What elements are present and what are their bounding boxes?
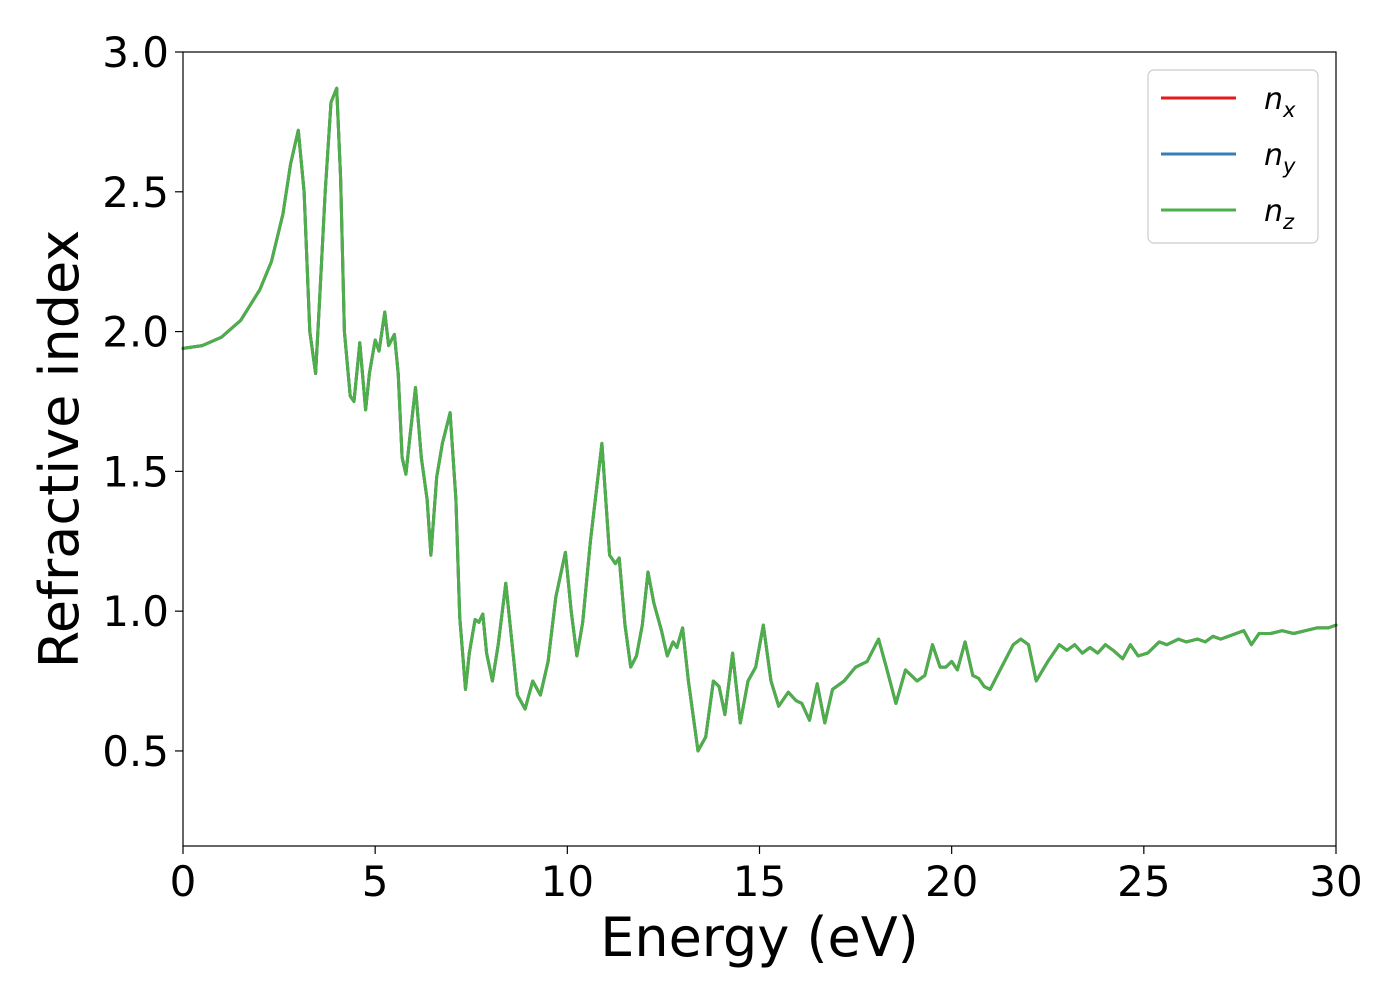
x-tick-label: 5 [362,857,389,906]
plot-area [181,86,1338,753]
legend-label-n_y: ny [1264,138,1296,178]
x-tick-label: 20 [925,857,978,906]
y-tick-label: 2.5 [102,168,169,217]
x-tick-label: 10 [541,857,594,906]
y-axis-label: Refractive index [28,230,91,669]
y-tick-label: 3.0 [102,28,169,77]
legend-label-n_z: nz [1264,194,1295,234]
legend: nx ny nz [1147,69,1319,244]
legend-box [1147,69,1319,244]
x-tick-label: 15 [733,857,786,906]
series-line-n_z [181,86,1338,753]
y-tick-label: 1.5 [102,447,169,496]
x-tick-label: 25 [1117,857,1170,906]
x-axis-label: Energy (eV) [600,906,919,969]
y-tick-label: 1.0 [102,587,169,636]
y-tick-label: 0.5 [102,727,169,776]
y-axis-ticks: 0.5 1.0 1.5 2.0 2.5 3.0 [102,28,183,776]
y-tick-label: 2.0 [102,308,169,357]
x-tick-label: 30 [1309,857,1362,906]
x-tick-label: 0 [170,857,197,906]
legend-label-n_x: nx [1264,82,1296,122]
x-axis-ticks: 0 5 10 15 20 25 30 [170,846,1363,906]
